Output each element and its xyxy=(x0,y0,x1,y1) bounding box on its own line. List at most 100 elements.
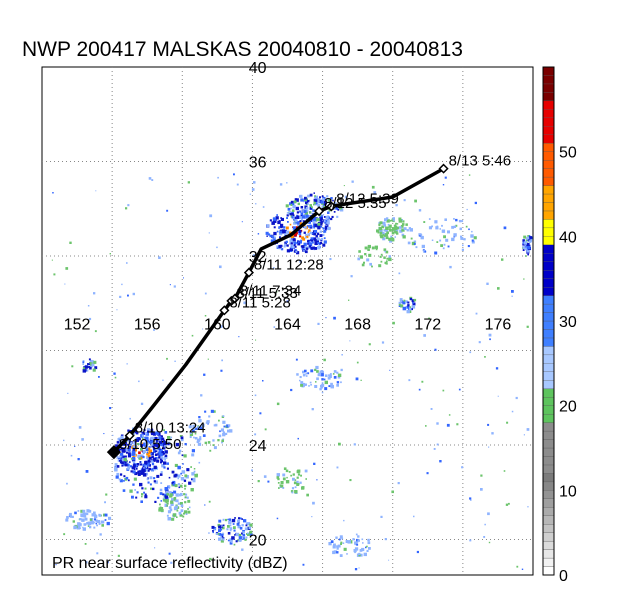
rain-pixel xyxy=(135,467,138,470)
rain-pixel xyxy=(77,522,81,526)
rain-pixel xyxy=(296,211,299,214)
rain-pixel xyxy=(184,501,187,504)
rain-pixel xyxy=(386,219,390,223)
longitude-label: 164 xyxy=(274,316,301,333)
rain-pixel xyxy=(177,477,179,480)
rain-pixel xyxy=(251,469,253,472)
rain-pixel xyxy=(393,224,396,227)
rain-pixel xyxy=(194,432,197,435)
rain-pixel xyxy=(150,487,153,490)
rain-pixel xyxy=(82,369,86,373)
rain-pixel xyxy=(304,234,307,237)
rain-pixel xyxy=(436,422,439,425)
colorbar-segment xyxy=(542,134,555,144)
rain-pixel xyxy=(378,221,381,224)
rain-pixel xyxy=(301,236,304,240)
track-marker xyxy=(314,206,325,217)
track-labels: 8/10 5:508/10 13:248/11 5:288/11 5:338/1… xyxy=(119,153,511,454)
colorbar-tick-label: 30 xyxy=(559,314,577,331)
rain-pixel xyxy=(119,452,124,457)
rain-pixel xyxy=(116,472,120,476)
rain-pixel xyxy=(88,358,91,361)
rain-pixel xyxy=(96,524,98,527)
rain-pixel xyxy=(129,465,133,468)
rain-pixel xyxy=(304,226,307,229)
rain-pixel xyxy=(324,387,328,391)
rain-pixel xyxy=(430,408,433,410)
rain-pixel xyxy=(305,214,309,218)
rain-pixel xyxy=(384,218,387,222)
rain-pixel xyxy=(374,245,378,249)
rain-pixel xyxy=(389,229,392,232)
rain-pixel xyxy=(314,195,316,197)
rain-pixel xyxy=(160,508,164,512)
rain-pixel xyxy=(404,300,408,304)
rain-pixel xyxy=(238,536,242,540)
rain-pixel xyxy=(398,226,402,229)
rain-pixel xyxy=(409,306,412,308)
rain-pixel xyxy=(273,231,277,236)
rain-pixel xyxy=(295,206,299,211)
rain-pixel xyxy=(398,219,402,223)
rain-pixel xyxy=(147,454,151,458)
rain-pixel xyxy=(180,509,184,512)
rain-pixel xyxy=(401,228,405,232)
rain-pixel xyxy=(413,298,417,302)
rain-pixel xyxy=(232,523,235,525)
rain-pixel xyxy=(278,226,280,228)
rain-pixel xyxy=(220,428,224,432)
rain-pixel xyxy=(358,567,360,569)
rain-pixel xyxy=(511,410,514,413)
rain-pixel xyxy=(413,515,415,518)
rain-pixel xyxy=(117,554,120,557)
rain-pixel xyxy=(183,512,185,515)
rain-pixel xyxy=(171,481,174,485)
rain-pixel xyxy=(237,519,240,523)
rain-pixel xyxy=(81,518,85,522)
rain-pixel xyxy=(363,261,365,264)
rain-pixel xyxy=(87,363,89,366)
rain-pixel xyxy=(403,199,406,202)
rain-pixel xyxy=(412,302,414,304)
rain-pixel xyxy=(140,402,144,405)
rain-pixel xyxy=(276,402,280,406)
rain-pixel xyxy=(359,255,363,259)
rain-pixel xyxy=(123,480,125,482)
rain-pixel xyxy=(181,454,184,457)
rain-pixel xyxy=(357,539,360,542)
rain-pixel xyxy=(336,381,340,384)
rain-pixel xyxy=(119,473,123,476)
rain-pixel xyxy=(221,535,224,538)
rain-pixel xyxy=(132,483,135,486)
rain-pixel xyxy=(392,217,395,220)
rain-pixel xyxy=(95,522,97,525)
track-time-label: 8/12 5:35 xyxy=(324,195,387,212)
rain-pixel xyxy=(319,241,323,245)
rain-pixel xyxy=(279,236,281,239)
rain-pixel xyxy=(145,432,148,435)
rain-pixel xyxy=(174,499,177,502)
rain-pixel xyxy=(441,224,443,227)
rain-pixel xyxy=(294,486,297,489)
rain-pixel xyxy=(134,454,136,457)
rain-pixel xyxy=(241,532,243,535)
rain-pixel xyxy=(286,214,289,217)
rain-pixel xyxy=(336,547,339,550)
rain-pixel xyxy=(308,215,312,219)
rain-pixel xyxy=(151,179,154,181)
rain-pixel xyxy=(339,535,343,539)
rain-pixel xyxy=(302,373,306,377)
rain-pixel xyxy=(327,216,330,219)
rain-pixel xyxy=(184,443,187,446)
rain-pixel xyxy=(136,437,141,441)
rain-pixel xyxy=(221,525,223,527)
rain-pixel xyxy=(170,500,174,504)
rain-pixel xyxy=(460,235,462,238)
rain-pixel xyxy=(283,467,287,470)
reflectivity-layer xyxy=(51,173,533,571)
rain-pixel xyxy=(327,198,329,201)
rain-pixel xyxy=(164,458,166,461)
rain-pixel xyxy=(138,380,140,383)
rain-pixel xyxy=(240,536,244,540)
rain-pixel xyxy=(233,529,236,532)
